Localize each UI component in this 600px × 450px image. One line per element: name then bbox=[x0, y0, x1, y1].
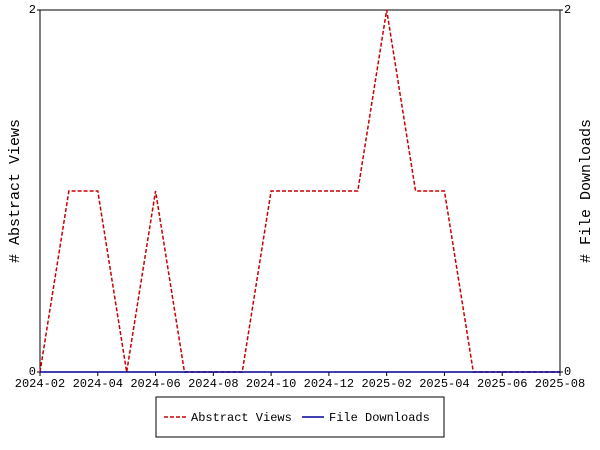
y2-tick-label: 2 bbox=[564, 3, 571, 17]
x-tick-label: 2025-08 bbox=[535, 377, 585, 391]
line-series bbox=[39, 9, 560, 373]
x-tick-label: 2024-04 bbox=[73, 377, 123, 391]
legend-box bbox=[155, 396, 445, 438]
y-tick-label: 0 bbox=[29, 365, 36, 379]
x-tick-label: 2024-12 bbox=[304, 377, 354, 391]
y2-tick-label: 0 bbox=[564, 365, 571, 379]
x-tick-label: 2024-02 bbox=[15, 377, 65, 391]
legend-label: Abstract Views bbox=[191, 411, 292, 425]
y-axis-title: # Abstract Views bbox=[7, 119, 24, 263]
x-tick-label: 2024-08 bbox=[188, 377, 238, 391]
x-tick-label: 2025-04 bbox=[419, 377, 469, 391]
legend-label: File Downloads bbox=[329, 411, 430, 425]
x-tick-label: 2025-06 bbox=[477, 377, 527, 391]
x-tick-label: 2025-02 bbox=[361, 377, 411, 391]
x-tick-label: 2024-10 bbox=[246, 377, 296, 391]
y-tick-label: 2 bbox=[29, 3, 36, 17]
y2-axis-title: # File Downloads bbox=[578, 119, 595, 263]
x-tick-label: 2024-06 bbox=[130, 377, 180, 391]
